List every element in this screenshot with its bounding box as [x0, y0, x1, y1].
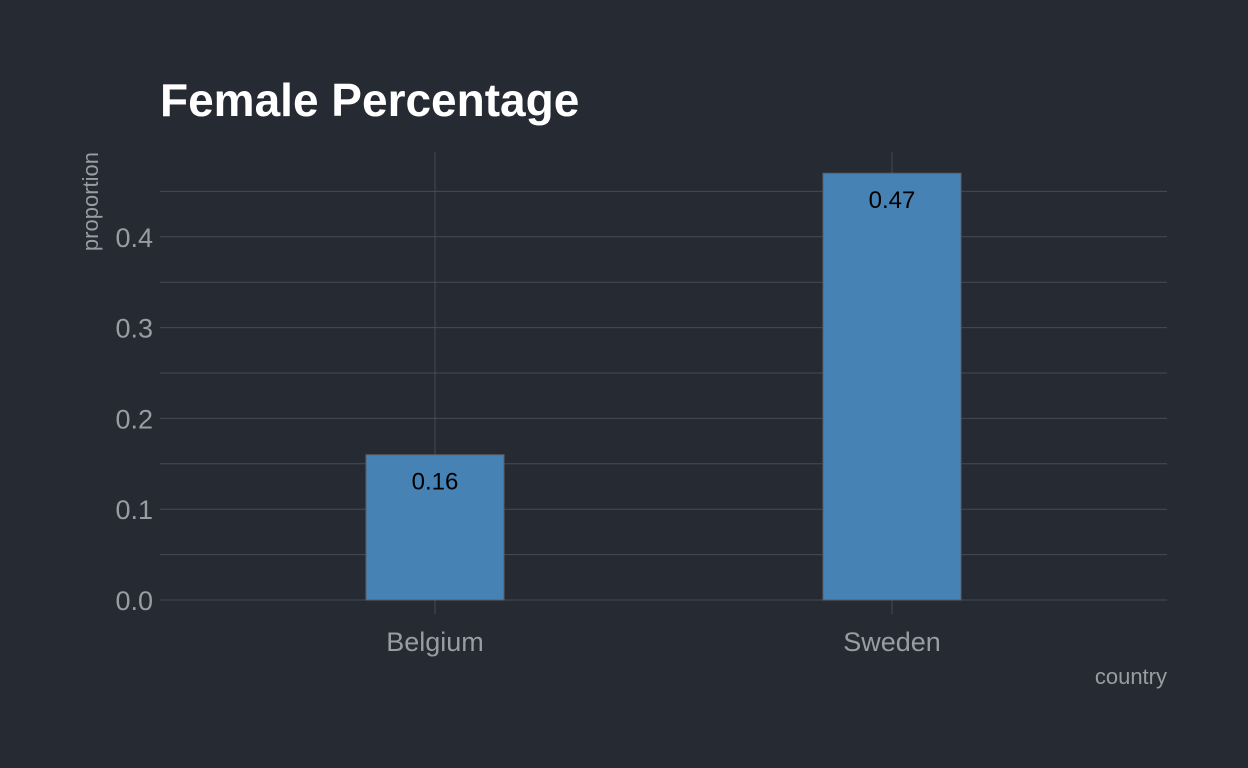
y-tick-label: 0.4	[115, 223, 153, 253]
y-tick-label: 0.1	[115, 495, 153, 525]
bar-sweden	[822, 172, 962, 601]
chart-title: Female Percentage	[160, 74, 579, 126]
labels-layer: 0.16 0.47	[412, 187, 916, 495]
y-tick-label: 0.0	[115, 586, 153, 616]
x-tick-label: Sweden	[843, 627, 941, 657]
y-axis-label: proportion	[78, 152, 103, 251]
axis-layer: 0.0 0.1 0.2 0.3 0.4 Belgium Sweden	[115, 223, 940, 657]
bar-data-label: 0.16	[412, 469, 459, 496]
y-tick-label: 0.3	[115, 314, 153, 344]
y-tick-label: 0.2	[115, 404, 153, 434]
grid-layer	[160, 152, 1167, 614]
x-tick-label: Belgium	[386, 627, 484, 657]
bar-data-label: 0.47	[869, 187, 916, 214]
x-axis-label: country	[1095, 664, 1167, 689]
bars-layer	[365, 172, 962, 601]
bar-belgium	[365, 454, 505, 601]
